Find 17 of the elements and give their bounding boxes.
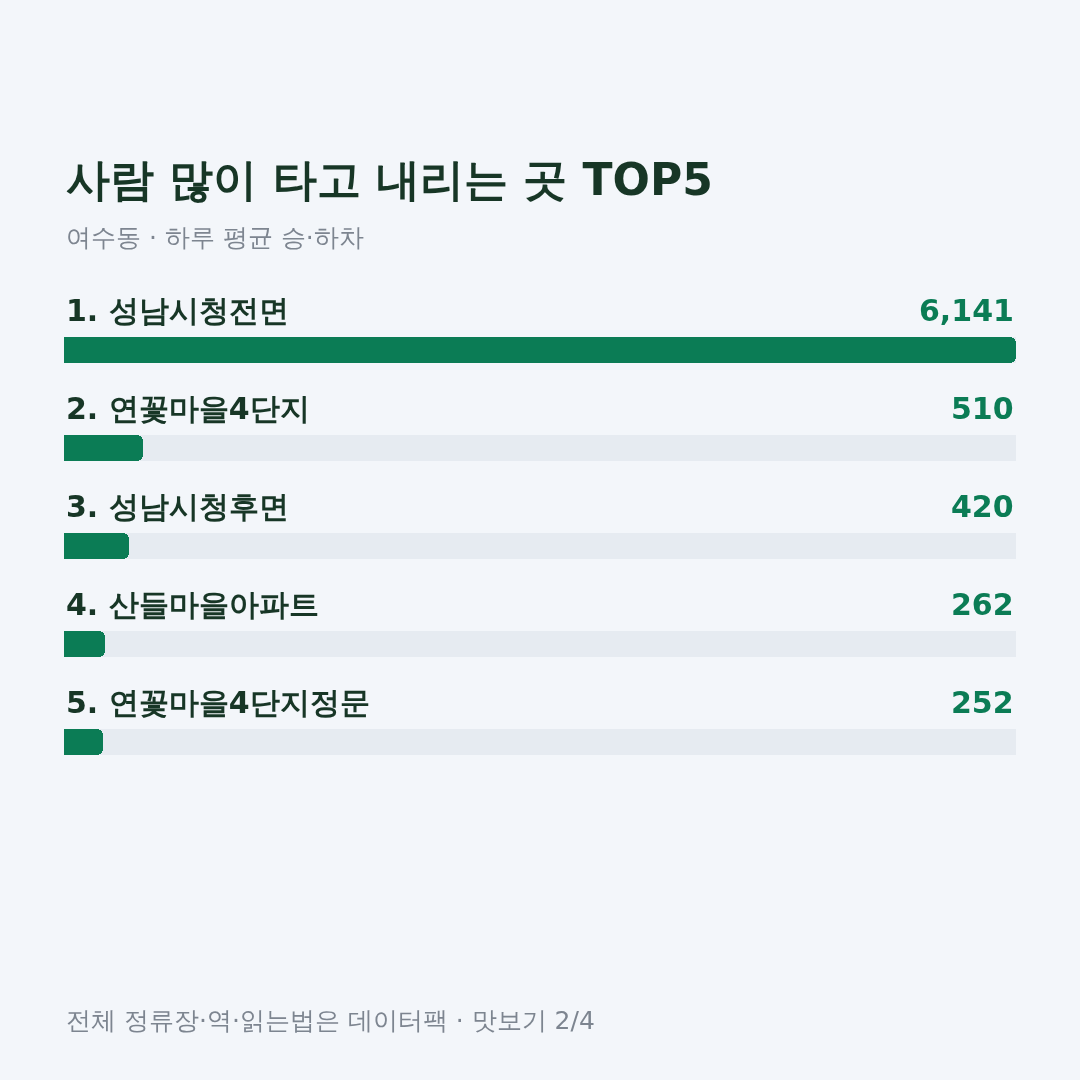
y-tick-label: 4. 산들마을아파트: [66, 587, 319, 622]
bar: [64, 729, 103, 755]
text: 전체 정류장·역·읽는법은 데이터팩 · 맛보기 2/4: [66, 1006, 595, 1035]
bar: [64, 435, 143, 461]
data-label: 6,141: [919, 293, 1014, 328]
bar: [64, 631, 105, 657]
bar: [64, 533, 129, 559]
y-tick-label: 3. 성남시청후면: [66, 489, 289, 524]
y-tick-label: 2. 연꽃마을4단지: [66, 391, 310, 426]
chart-subtitle: 여수동 · 하루 평균 승·하차: [66, 223, 364, 252]
y-tick-label: 5. 연꽃마을4단지정문: [66, 685, 370, 720]
data-label: 510: [951, 391, 1014, 426]
y-tick-label: 1. 성남시청전면: [66, 293, 289, 328]
data-label: 252: [951, 685, 1014, 720]
chart-title: 사람 많이 타고 내리는 곳 TOP5: [66, 154, 713, 205]
data-label: 262: [951, 587, 1014, 622]
data-label: 420: [951, 489, 1014, 524]
